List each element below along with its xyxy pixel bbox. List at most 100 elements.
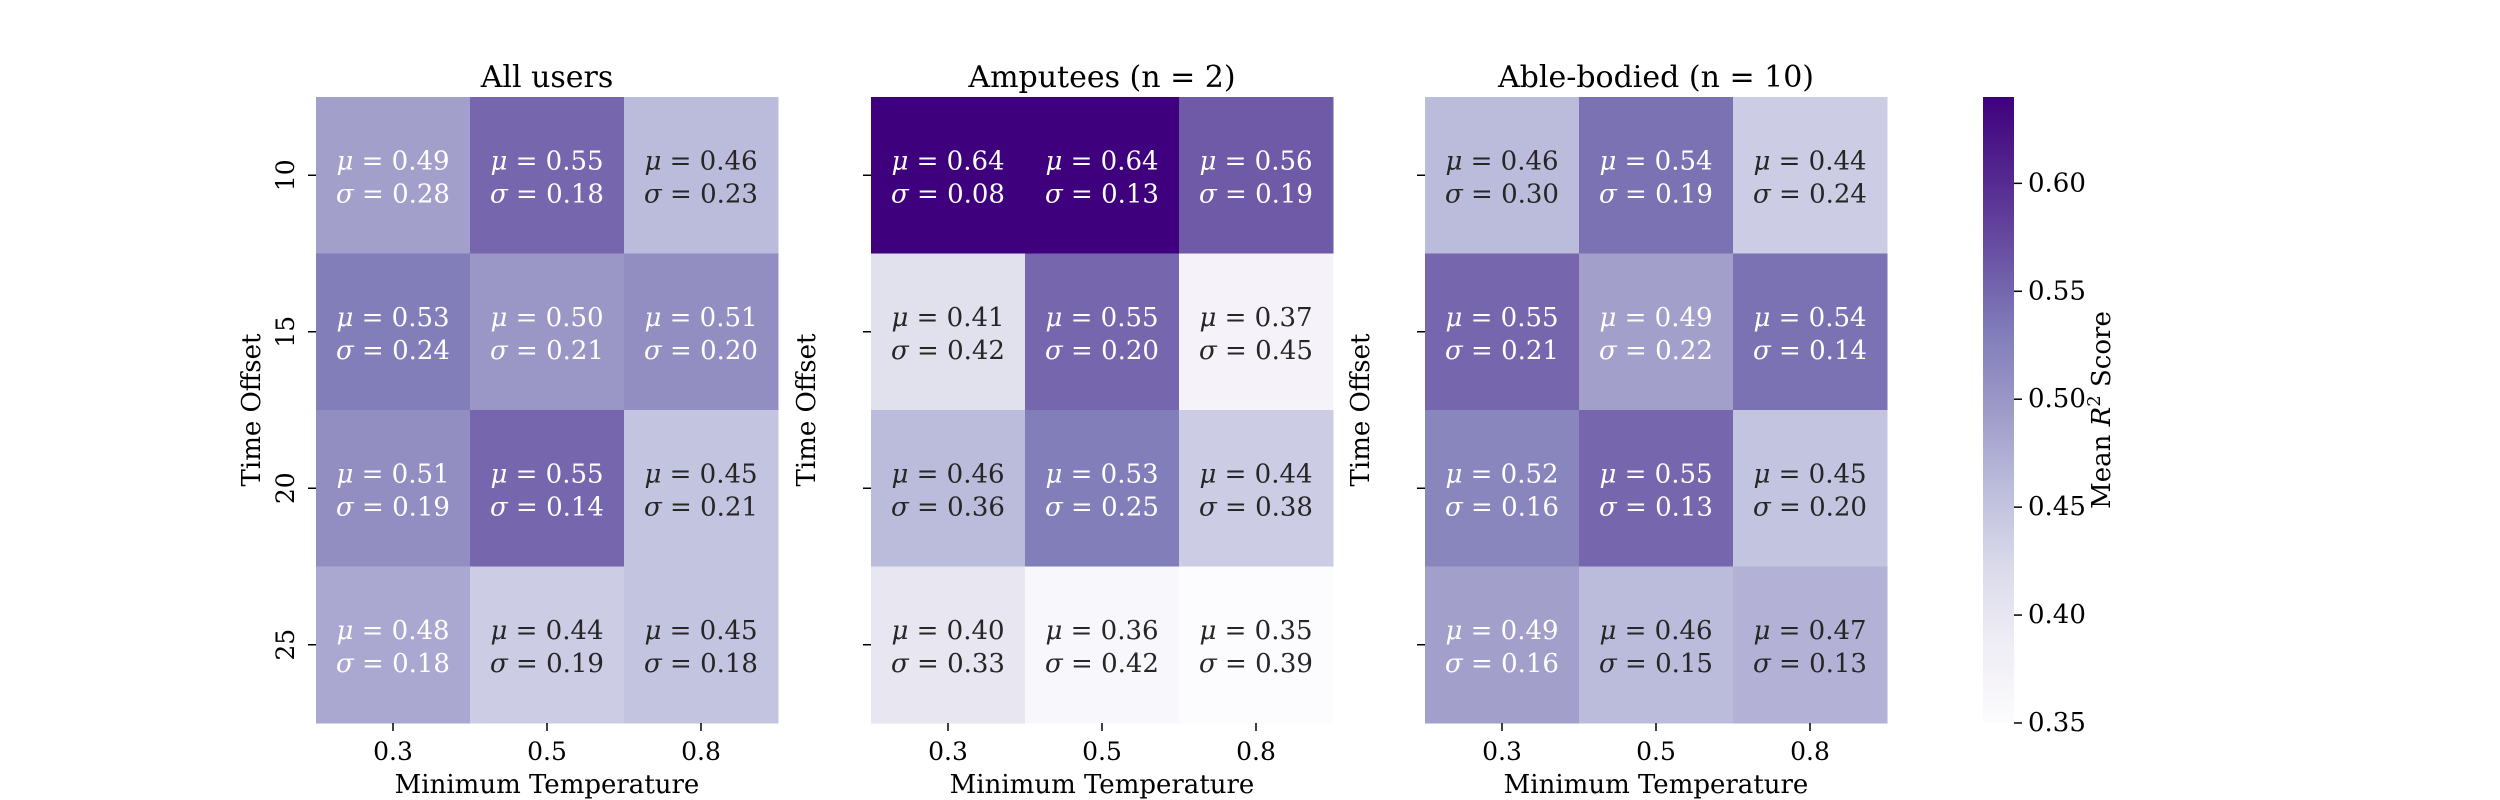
cell-std-label: σ = 0.21 xyxy=(644,492,758,522)
heatmap-cell xyxy=(470,566,625,724)
cell-mean-label: μ = 0.45 xyxy=(644,459,757,489)
heatmap-cell xyxy=(624,253,779,411)
cell-mean-label: μ = 0.35 xyxy=(1199,616,1312,646)
colorbar-tick-label: 0.50 xyxy=(2028,384,2086,414)
cell-mean-label: μ = 0.44 xyxy=(1753,146,1866,176)
cell-std-label: σ = 0.21 xyxy=(490,336,604,366)
cell-std-label: σ = 0.36 xyxy=(891,492,1005,522)
cell-std-label: σ = 0.14 xyxy=(1753,336,1867,366)
cell-mean-label: μ = 0.55 xyxy=(490,146,603,176)
cell-mean-label: μ = 0.47 xyxy=(1753,616,1866,646)
x-tick-label: 0.5 xyxy=(1082,737,1122,766)
cell-mean-label: μ = 0.36 xyxy=(1045,616,1158,646)
cell-std-label: σ = 0.19 xyxy=(490,649,604,679)
cell-mean-label: μ = 0.52 xyxy=(1445,459,1558,489)
cell-mean-label: μ = 0.50 xyxy=(490,303,603,333)
colorbar-tick-label: 0.60 xyxy=(2028,168,2086,198)
cell-std-label: σ = 0.16 xyxy=(1445,649,1559,679)
cell-std-label: σ = 0.22 xyxy=(1599,336,1713,366)
cell-std-label: σ = 0.19 xyxy=(1199,179,1313,209)
cell-mean-label: μ = 0.49 xyxy=(1445,616,1558,646)
cell-mean-label: μ = 0.46 xyxy=(891,459,1004,489)
cell-mean-label: μ = 0.55 xyxy=(490,459,603,489)
heatmap-cell xyxy=(871,97,1026,254)
cell-std-label: σ = 0.13 xyxy=(1045,179,1159,209)
heatmap-cell xyxy=(316,566,471,724)
cell-mean-label: μ = 0.55 xyxy=(1045,303,1158,333)
heatmap-panel-2: Amputees (n = 2)μ = 0.64σ = 0.08μ = 0.64… xyxy=(792,60,1334,800)
cell-std-label: σ = 0.24 xyxy=(1753,179,1867,209)
cell-mean-label: μ = 0.46 xyxy=(1599,616,1712,646)
cell-mean-label: μ = 0.44 xyxy=(1199,459,1312,489)
y-axis-label: Time Offset xyxy=(792,333,822,486)
cell-mean-label: μ = 0.53 xyxy=(1045,459,1158,489)
heatmap-cell xyxy=(470,97,625,254)
heatmap-cell xyxy=(1179,97,1334,254)
x-tick-label: 0.3 xyxy=(373,737,413,766)
cell-std-label: σ = 0.18 xyxy=(644,649,758,679)
cell-std-label: σ = 0.18 xyxy=(336,649,450,679)
x-axis-label: Minimum Temperature xyxy=(950,770,1255,800)
cell-std-label: σ = 0.45 xyxy=(1199,336,1313,366)
heatmap-cell xyxy=(1579,410,1734,567)
heatmap-cell xyxy=(1425,566,1580,724)
heatmap-cell xyxy=(316,253,471,411)
cell-std-label: σ = 0.28 xyxy=(336,179,450,209)
x-tick-label: 0.3 xyxy=(1482,737,1522,766)
heatmap-cell xyxy=(1425,97,1580,254)
x-tick-label: 0.8 xyxy=(1236,737,1276,766)
colorbar-label-prefix: Mean xyxy=(2087,426,2117,509)
cell-mean-label: μ = 0.40 xyxy=(891,616,1004,646)
colorbar-tick-label: 0.55 xyxy=(2028,276,2086,306)
colorbar-label-var: R xyxy=(2087,407,2117,428)
panel-title: Able-bodied (n = 10) xyxy=(1497,60,1814,95)
cell-mean-label: μ = 0.55 xyxy=(1599,459,1712,489)
heatmap-cell xyxy=(1025,97,1180,254)
cell-mean-label: μ = 0.53 xyxy=(336,303,449,333)
cell-std-label: σ = 0.13 xyxy=(1599,492,1713,522)
cell-std-label: σ = 0.14 xyxy=(490,492,604,522)
x-tick-label: 0.8 xyxy=(1790,737,1830,766)
heatmap-cell xyxy=(871,253,1026,411)
cell-mean-label: μ = 0.54 xyxy=(1599,146,1712,176)
colorbar-tick-label: 0.35 xyxy=(2028,708,2086,738)
heatmap-cell xyxy=(1733,566,1888,724)
cell-std-label: σ = 0.25 xyxy=(1045,492,1159,522)
x-tick-label: 0.8 xyxy=(681,737,721,766)
cell-mean-label: μ = 0.46 xyxy=(1445,146,1558,176)
panel-title: Amputees (n = 2) xyxy=(967,60,1235,95)
cell-mean-label: μ = 0.55 xyxy=(1445,303,1558,333)
cell-mean-label: μ = 0.49 xyxy=(1599,303,1712,333)
heatmap-cell xyxy=(1179,410,1334,567)
cell-std-label: σ = 0.08 xyxy=(891,179,1005,209)
cell-mean-label: μ = 0.41 xyxy=(891,303,1004,333)
x-tick-label: 0.5 xyxy=(1636,737,1676,766)
cell-mean-label: μ = 0.45 xyxy=(1753,459,1866,489)
cell-mean-label: μ = 0.54 xyxy=(1753,303,1866,333)
heatmap-cell xyxy=(1733,97,1888,254)
cell-mean-label: μ = 0.49 xyxy=(336,146,449,176)
heatmap-cell xyxy=(1579,97,1734,254)
cell-std-label: σ = 0.23 xyxy=(644,179,758,209)
cell-std-label: σ = 0.20 xyxy=(644,336,758,366)
y-tick-label: 10 xyxy=(271,159,300,191)
heatmap-cell xyxy=(1425,410,1580,567)
heatmap-cell xyxy=(1025,566,1180,724)
heatmap-cell xyxy=(1579,253,1734,411)
cell-std-label: σ = 0.20 xyxy=(1753,492,1867,522)
cell-std-label: σ = 0.18 xyxy=(490,179,604,209)
x-axis-label: Minimum Temperature xyxy=(395,770,700,800)
cell-std-label: σ = 0.33 xyxy=(891,649,1005,679)
heatmap-cell xyxy=(1179,566,1334,724)
y-tick-label: 20 xyxy=(271,472,300,504)
colorbar-label-suffix: Score xyxy=(2087,311,2117,395)
colorbar-label: Mean R2 Score xyxy=(2084,311,2118,509)
heatmap-cell xyxy=(624,566,779,724)
colorbar-gradient xyxy=(1983,97,2014,723)
cell-mean-label: μ = 0.48 xyxy=(336,616,449,646)
panel-title: All users xyxy=(480,60,614,95)
cell-mean-label: μ = 0.51 xyxy=(644,303,757,333)
cell-mean-label: μ = 0.44 xyxy=(490,616,603,646)
